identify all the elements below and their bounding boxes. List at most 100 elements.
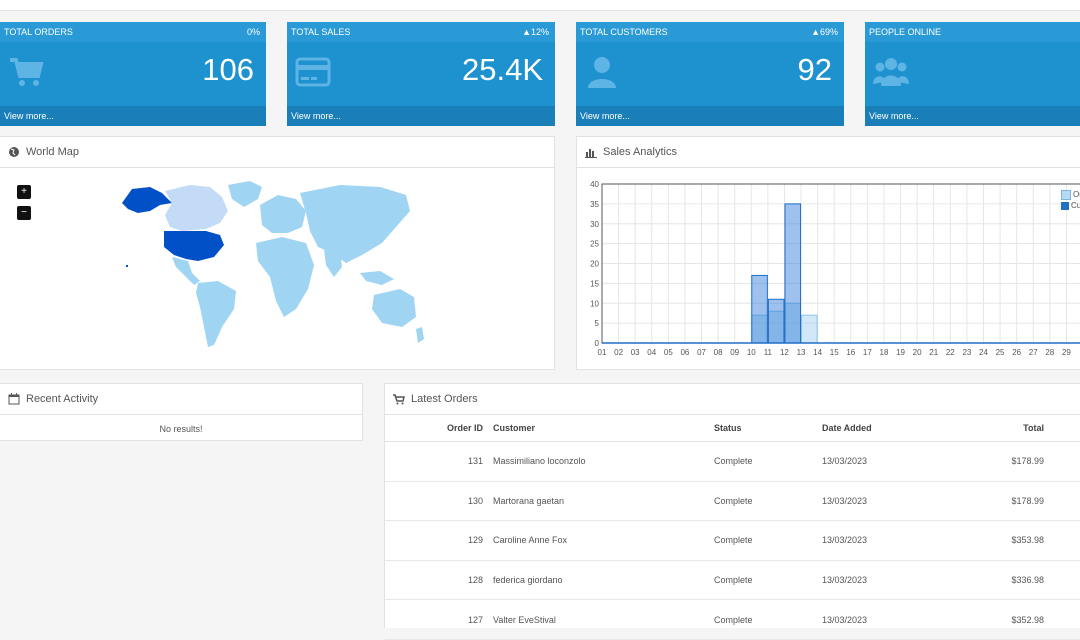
- map-region-europe: [260, 195, 306, 233]
- tile-change: ▲12%: [522, 27, 549, 37]
- order-date: 13/03/2023: [821, 599, 931, 640]
- recent-activity-panel: Recent Activity No results!: [0, 383, 363, 441]
- y-tick-label: 15: [590, 279, 599, 288]
- y-tick-label: 0: [595, 339, 600, 348]
- map-region-central-america: [172, 257, 200, 285]
- column-header-order-id[interactable]: Order ID: [385, 415, 485, 442]
- column-header-customer[interactable]: Customer: [485, 415, 713, 442]
- y-tick-label: 20: [590, 260, 599, 269]
- x-tick-label: 05: [664, 348, 673, 357]
- legend-label: Cu: [1071, 201, 1080, 210]
- column-header-date-added[interactable]: Date Added: [821, 415, 931, 442]
- order-id: 127: [385, 599, 485, 640]
- x-tick-label: 28: [1045, 348, 1054, 357]
- table-row[interactable]: 128 federica giordano Complete 13/03/202…: [385, 560, 1080, 601]
- x-tick-label: 07: [697, 348, 706, 357]
- map-region-australia: [372, 289, 416, 327]
- map-region-se-asia: [360, 271, 394, 285]
- x-tick-label: 19: [896, 348, 905, 357]
- map-region-new-zealand: [416, 327, 424, 343]
- legend-label: Or: [1073, 190, 1080, 199]
- customer-name: federica giordano: [485, 560, 713, 601]
- customer-name: Martorana gaetan: [485, 481, 713, 522]
- shopping-cart-icon: [10, 58, 44, 86]
- order-date: 13/03/2023: [821, 520, 931, 561]
- column-header-total[interactable]: Total: [931, 415, 1045, 442]
- tile-value: 25.4K: [461, 52, 543, 87]
- order-total: $352.98: [931, 599, 1045, 640]
- legend-swatch: [1061, 189, 1071, 200]
- customer-name: Caroline Anne Fox: [485, 520, 713, 561]
- tile-change: ▲69%: [811, 27, 838, 37]
- view-more-link[interactable]: View more...: [865, 106, 1080, 126]
- order-status: Complete: [713, 481, 821, 522]
- table-row[interactable]: 129 Caroline Anne Fox Complete 13/03/202…: [385, 520, 1080, 561]
- latest-orders-panel: Latest Orders Order ID Customer Status D…: [384, 383, 1080, 640]
- view-more-link[interactable]: View more...: [576, 106, 844, 126]
- map-region-greenland: [228, 181, 262, 207]
- zoom-out-button[interactable]: −: [17, 206, 31, 220]
- tile-title: TOTAL ORDERS: [4, 27, 73, 37]
- bar-2[interactable]: [784, 203, 802, 344]
- x-tick-label: 06: [680, 348, 689, 357]
- x-tick-label: 01: [598, 348, 607, 357]
- order-status: Complete: [713, 520, 821, 561]
- table-row[interactable]: 131 Massimiliano loconzolo Complete 13/0…: [385, 441, 1080, 482]
- order-total: $178.99: [931, 441, 1045, 482]
- order-date: 13/03/2023: [821, 441, 931, 482]
- world-map-panel: World Map + −: [0, 136, 555, 370]
- bar-2[interactable]: [767, 298, 785, 344]
- world-map[interactable]: [110, 177, 430, 357]
- column-header-status[interactable]: Status: [713, 415, 821, 442]
- user-icon: [588, 57, 616, 88]
- x-tick-label: 13: [797, 348, 806, 357]
- map-region-canada: [165, 185, 228, 231]
- x-tick-label: 11: [764, 348, 773, 357]
- total-orders-tile: TOTAL ORDERS 0% 106 View more...: [0, 22, 266, 126]
- order-status: Complete: [713, 441, 821, 482]
- order-date: 13/03/2023: [821, 481, 931, 522]
- y-tick-label: 5: [595, 319, 600, 328]
- order-date: 13/03/2023: [821, 560, 931, 601]
- panel-title: Sales Analytics: [603, 146, 677, 158]
- order-id: 131: [385, 441, 485, 482]
- table-header-row: Order ID Customer Status Date Added Tota…: [385, 415, 1080, 442]
- empty-message: No results!: [159, 424, 203, 434]
- legend-swatch: [1061, 201, 1069, 210]
- table-row[interactable]: 127 Valter EveStival Complete 13/03/2023…: [385, 599, 1080, 640]
- x-tick-label: 09: [730, 348, 739, 357]
- x-tick-label: 25: [996, 348, 1005, 357]
- x-tick-label: 17: [863, 348, 872, 357]
- chart-legend: Or Cu: [1061, 189, 1080, 211]
- x-tick-label: 04: [647, 348, 656, 357]
- people-online-tile: PEOPLE ONLINE View more...: [865, 22, 1080, 126]
- bar-1[interactable]: [801, 314, 818, 344]
- order-id: 130: [385, 481, 485, 522]
- zoom-in-button[interactable]: +: [17, 185, 31, 199]
- top-bar: [0, 0, 1080, 11]
- table-row[interactable]: 130 Martorana gaetan Complete 13/03/2023…: [385, 481, 1080, 522]
- y-tick-label: 25: [590, 240, 599, 249]
- x-tick-label: 18: [880, 348, 889, 357]
- view-more-link[interactable]: View more...: [0, 106, 266, 126]
- customer-name: Massimiliano loconzolo: [485, 441, 713, 482]
- orders-table: Order ID Customer Status Date Added Tota…: [385, 415, 1080, 640]
- x-tick-label: 29: [1062, 348, 1071, 357]
- x-tick-label: 20: [913, 348, 922, 357]
- bar-2[interactable]: [751, 274, 768, 344]
- order-id: 129: [385, 520, 485, 561]
- x-tick-label: 02: [614, 348, 623, 357]
- view-more-link[interactable]: View more...: [287, 106, 555, 126]
- shopping-cart-icon: [393, 394, 405, 405]
- x-tick-label: 10: [747, 348, 756, 357]
- order-id: 128: [385, 560, 485, 601]
- panel-title: Latest Orders: [411, 393, 478, 405]
- map-region-india: [324, 249, 342, 277]
- tile-title: PEOPLE ONLINE: [869, 27, 942, 37]
- total-customers-tile: TOTAL CUSTOMERS ▲69% 92 View more...: [576, 22, 844, 126]
- x-tick-label: 03: [631, 348, 640, 357]
- x-tick-label: 12: [780, 348, 789, 357]
- x-tick-label: 14: [813, 348, 822, 357]
- x-tick-label: 15: [830, 348, 839, 357]
